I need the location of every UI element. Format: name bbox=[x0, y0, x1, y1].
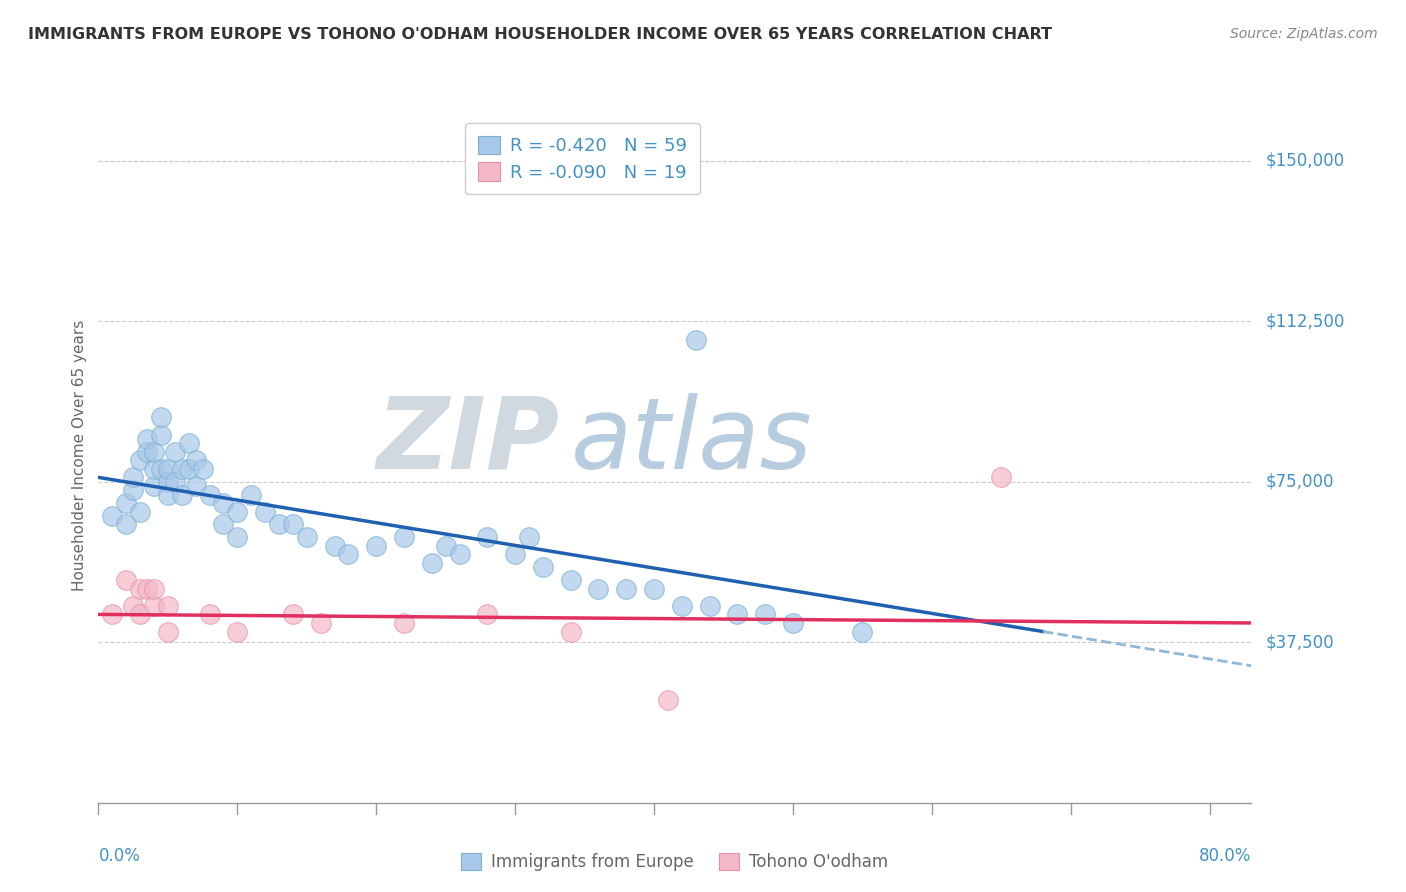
Point bbox=[657, 693, 679, 707]
Text: $37,500: $37,500 bbox=[1265, 633, 1334, 651]
Point bbox=[531, 560, 554, 574]
Point bbox=[990, 470, 1012, 484]
Text: Source: ZipAtlas.com: Source: ZipAtlas.com bbox=[1230, 27, 1378, 41]
Text: ZIP: ZIP bbox=[377, 392, 560, 490]
Point bbox=[156, 599, 179, 613]
Point bbox=[149, 462, 172, 476]
Point bbox=[156, 462, 179, 476]
Point bbox=[281, 517, 304, 532]
Legend: Immigrants from Europe, Tohono O'odham: Immigrants from Europe, Tohono O'odham bbox=[454, 847, 896, 878]
Point bbox=[122, 483, 145, 498]
Point bbox=[392, 615, 415, 630]
Point bbox=[136, 582, 159, 596]
Point bbox=[170, 462, 193, 476]
Point bbox=[434, 539, 457, 553]
Point bbox=[725, 607, 748, 622]
Point bbox=[851, 624, 873, 639]
Point bbox=[254, 505, 277, 519]
Point bbox=[754, 607, 776, 622]
Point bbox=[184, 479, 207, 493]
Point bbox=[699, 599, 721, 613]
Point bbox=[420, 556, 443, 570]
Point bbox=[156, 487, 179, 501]
Point bbox=[392, 530, 415, 544]
Point bbox=[588, 582, 610, 596]
Point bbox=[643, 582, 665, 596]
Point bbox=[240, 487, 263, 501]
Text: $150,000: $150,000 bbox=[1265, 152, 1344, 169]
Point bbox=[267, 517, 290, 532]
Text: IMMIGRANTS FROM EUROPE VS TOHONO O'ODHAM HOUSEHOLDER INCOME OVER 65 YEARS CORREL: IMMIGRANTS FROM EUROPE VS TOHONO O'ODHAM… bbox=[28, 27, 1052, 42]
Point bbox=[129, 607, 152, 622]
Point bbox=[212, 496, 235, 510]
Point bbox=[149, 410, 172, 425]
Point bbox=[115, 496, 138, 510]
Point bbox=[143, 462, 166, 476]
Point bbox=[156, 475, 179, 489]
Point bbox=[671, 599, 693, 613]
Point bbox=[163, 444, 186, 458]
Point bbox=[449, 548, 471, 562]
Point bbox=[184, 453, 207, 467]
Point bbox=[226, 505, 249, 519]
Point bbox=[170, 487, 193, 501]
Point bbox=[366, 539, 388, 553]
Point bbox=[122, 470, 145, 484]
Point bbox=[143, 582, 166, 596]
Point bbox=[198, 487, 221, 501]
Text: atlas: atlas bbox=[571, 392, 813, 490]
Point bbox=[163, 475, 186, 489]
Point bbox=[226, 624, 249, 639]
Point bbox=[177, 436, 200, 450]
Point bbox=[782, 615, 804, 630]
Point bbox=[129, 582, 152, 596]
Point bbox=[149, 427, 172, 442]
Point bbox=[122, 599, 145, 613]
Point bbox=[226, 530, 249, 544]
Point bbox=[136, 432, 159, 446]
Point bbox=[281, 607, 304, 622]
Point bbox=[198, 607, 221, 622]
Point bbox=[115, 573, 138, 587]
Point bbox=[101, 607, 124, 622]
Point bbox=[129, 453, 152, 467]
Point bbox=[614, 582, 637, 596]
Point bbox=[309, 615, 332, 630]
Text: $75,000: $75,000 bbox=[1265, 473, 1334, 491]
Point bbox=[143, 599, 166, 613]
Point bbox=[115, 517, 138, 532]
Point bbox=[129, 505, 152, 519]
Point bbox=[212, 517, 235, 532]
Point bbox=[143, 444, 166, 458]
Point bbox=[177, 462, 200, 476]
Point bbox=[560, 624, 582, 639]
Point bbox=[156, 624, 179, 639]
Point bbox=[323, 539, 346, 553]
Point bbox=[191, 462, 214, 476]
Point bbox=[517, 530, 540, 544]
Text: $112,500: $112,500 bbox=[1265, 312, 1344, 330]
Y-axis label: Householder Income Over 65 years: Householder Income Over 65 years bbox=[72, 319, 87, 591]
Point bbox=[101, 508, 124, 523]
Point bbox=[503, 548, 526, 562]
Point bbox=[685, 334, 707, 348]
Point bbox=[136, 444, 159, 458]
Text: 0.0%: 0.0% bbox=[98, 847, 141, 865]
Point bbox=[477, 530, 499, 544]
Point bbox=[560, 573, 582, 587]
Point bbox=[143, 479, 166, 493]
Point bbox=[295, 530, 318, 544]
Point bbox=[337, 548, 360, 562]
Point bbox=[477, 607, 499, 622]
Text: 80.0%: 80.0% bbox=[1199, 847, 1251, 865]
